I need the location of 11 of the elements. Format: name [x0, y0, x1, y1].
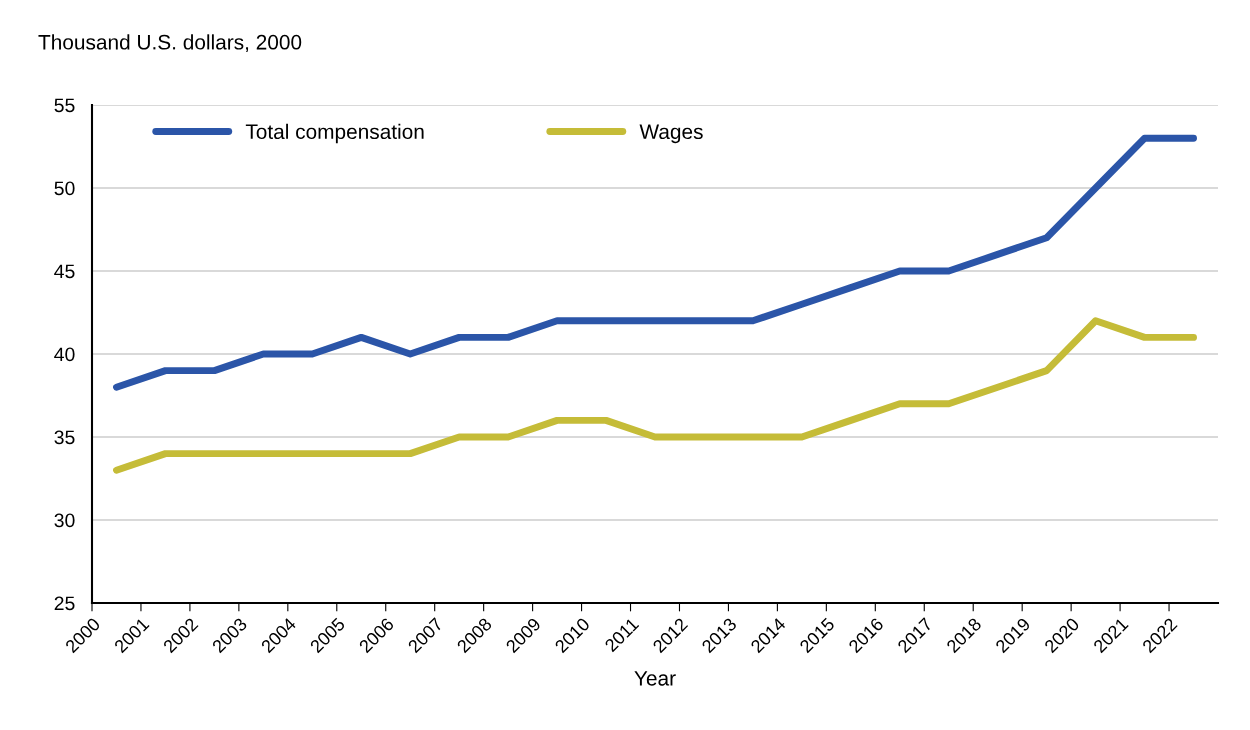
y-tick-label: 30 [54, 513, 75, 528]
y-tick-label: 55 [54, 98, 75, 113]
y-tick-label: 50 [54, 181, 75, 196]
y-tick-label: 25 [54, 596, 75, 611]
y-axis-title: Thousand U.S. dollars, 2000 [38, 34, 302, 53]
y-tick-label: 45 [54, 264, 75, 279]
legend-label: Wages [639, 124, 703, 144]
y-tick-label: 35 [54, 430, 75, 445]
x-axis-title: Year [634, 671, 676, 686]
legend-label: Total compensation [245, 123, 424, 144]
y-tick-label: 40 [54, 347, 75, 362]
